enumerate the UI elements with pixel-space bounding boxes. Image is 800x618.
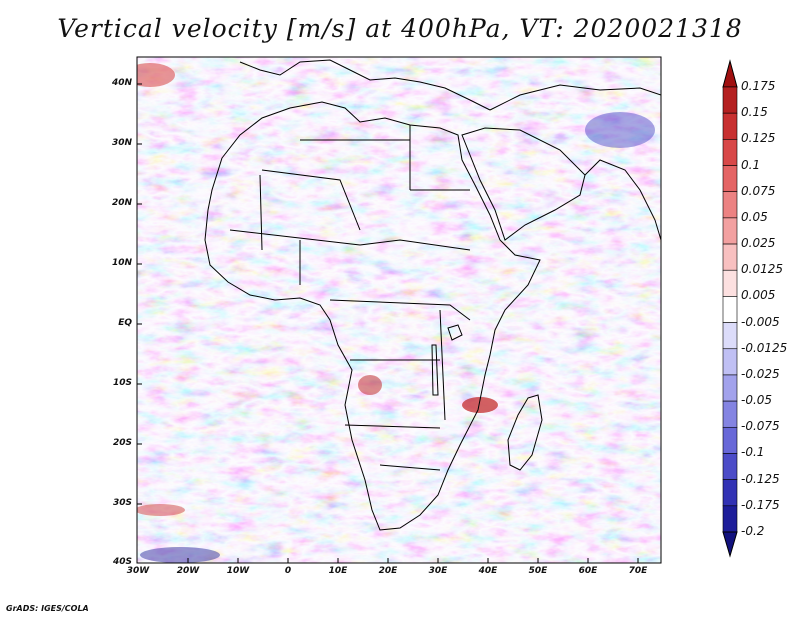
colorbar-tick-label: -0.175 <box>741 497 780 512</box>
lat-tick-label: 10S <box>112 378 132 388</box>
lon-tick-label: 60E <box>578 566 598 576</box>
lat-tick-label: 30S <box>112 498 132 508</box>
colorbar-tick-label: 0.075 <box>741 183 776 198</box>
lon-tick-label: 70E <box>628 566 648 576</box>
colorbar-tick-label: -0.025 <box>741 366 780 381</box>
lat-tick-label: 40N <box>111 78 132 88</box>
grads-credit: GrADS: IGES/COLA <box>6 604 89 613</box>
lat-tick-label: EQ <box>118 318 132 328</box>
lon-tick-label: 10W <box>226 566 250 576</box>
map-title: Vertical velocity [m/s] at 400hPa, VT: 2… <box>57 14 743 43</box>
colorbar-box <box>722 165 738 193</box>
lon-tick-label: 20W <box>176 566 200 576</box>
colorbar-box <box>722 217 738 245</box>
colorbar-tick-label: 0.1 <box>741 157 761 172</box>
lat-tick-label: 10N <box>111 258 132 268</box>
colorbar-box <box>722 453 738 480</box>
lat-tick-label: 30N <box>111 138 132 148</box>
colorbar-box <box>722 296 738 323</box>
colorbar-box <box>722 400 738 428</box>
colorbar-tick-label: -0.2 <box>741 524 765 538</box>
colorbar-box <box>722 348 738 376</box>
lat-tick-label: 20N <box>111 198 132 208</box>
lat-tick-label: 20S <box>112 438 132 448</box>
colorbar-tick-label: -0.075 <box>741 419 780 434</box>
colorbar-bottom-arrow <box>722 531 738 558</box>
colorbar-tick-label: 0.0125 <box>741 262 783 277</box>
lon-tick-label: 20E <box>378 566 398 576</box>
colorbar-tick-label: 0.005 <box>741 288 776 303</box>
colorbar-box <box>722 269 738 297</box>
lon-tick-label: 50E <box>528 566 548 576</box>
colorbar-tick-label: -0.05 <box>741 393 773 408</box>
colorbar-tick-label: -0.005 <box>741 314 780 329</box>
colorbar-box <box>722 139 738 166</box>
colorbar-box <box>722 479 738 507</box>
lat-tick-label: 40S <box>112 557 132 567</box>
colorbar-top-arrow <box>722 59 738 88</box>
lon-tick-label: 10E <box>328 566 348 576</box>
colorbar-tick-label: 0.15 <box>741 105 768 120</box>
colorbar-tick-label: 0.05 <box>741 209 768 224</box>
colorbar-box <box>722 322 738 350</box>
colorbar-tick-label: 0.025 <box>741 236 776 251</box>
colorbar-tick-label: -0.125 <box>741 471 780 486</box>
colorbar-box <box>722 505 738 533</box>
colorbar-tick-label: -0.0125 <box>741 340 788 355</box>
colorbar-box <box>722 243 738 271</box>
colorbar-tick-label: -0.1 <box>741 445 765 460</box>
colorbar-box <box>722 374 738 402</box>
lon-tick-label: 30E <box>428 566 448 576</box>
map-frame <box>136 56 662 564</box>
colorbar-box <box>722 426 738 454</box>
colorbar <box>722 59 738 558</box>
coastlines <box>204 59 661 531</box>
colorbar-box <box>722 112 738 140</box>
colorbar-tick-label: 0.175 <box>741 79 776 93</box>
colorbar-box <box>722 86 738 114</box>
lon-tick-label: 30W <box>126 566 150 576</box>
lon-tick-label: 0 <box>284 566 292 576</box>
colorbar-tick-label: 0.125 <box>741 131 776 146</box>
lon-tick-label: 40E <box>478 566 498 576</box>
colorbar-box <box>722 191 738 219</box>
